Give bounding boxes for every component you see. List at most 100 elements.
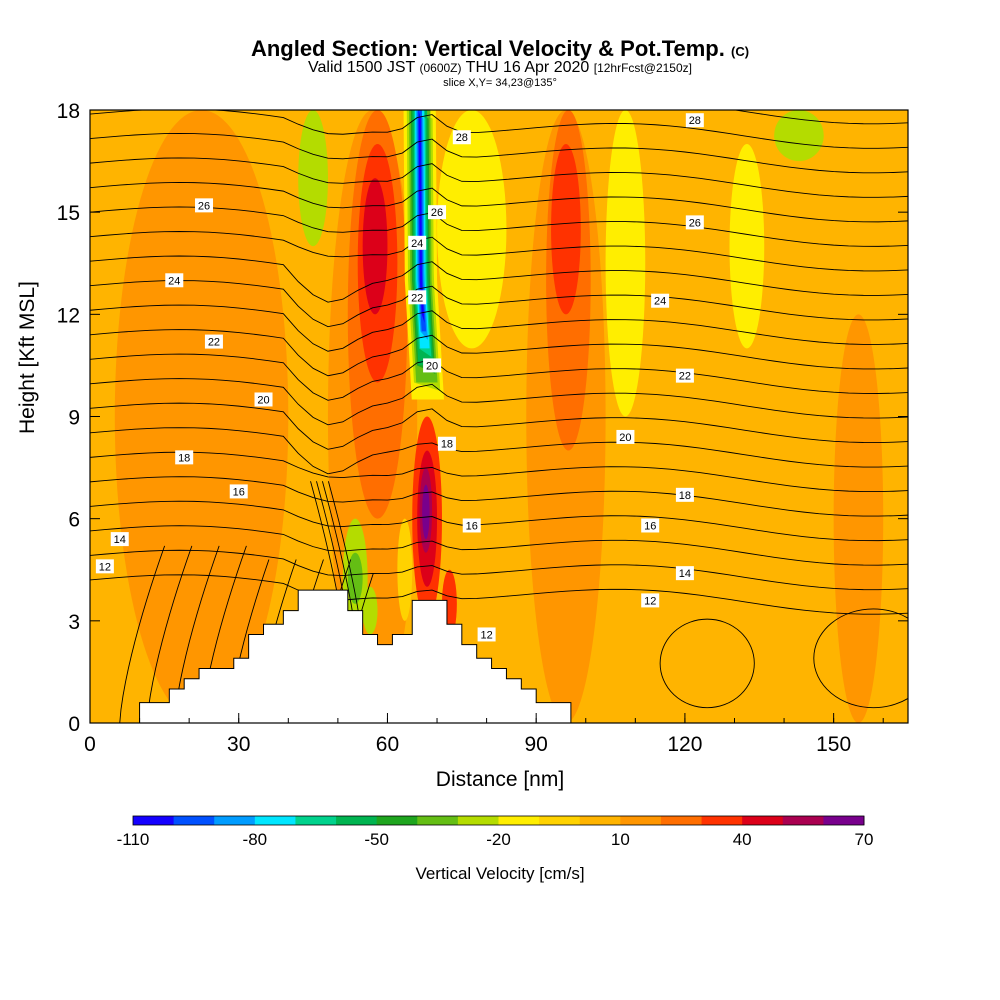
contour-label-bg: [95, 559, 114, 574]
subtitle-forecast: [12hrFcst@2150z]: [593, 61, 692, 75]
contour-label-bg: [685, 113, 704, 128]
contour-label-text: 20: [426, 360, 438, 372]
x-axis-label: Distance [nm]: [435, 768, 565, 791]
contour-label-bg: [408, 290, 427, 305]
downdraft-region: [347, 552, 363, 604]
contour-label-text: 18: [441, 439, 453, 451]
contour-label-text: 22: [679, 371, 691, 383]
colorbar-tick-label: -20: [486, 830, 511, 849]
contour-label-text: 28: [456, 132, 468, 144]
x-tick-label: 60: [376, 733, 399, 756]
contour-label-text: 20: [619, 432, 631, 444]
colorbar-swatch: [823, 816, 865, 825]
chart-subtitle: Valid 1500 JST (0600Z) THU 16 Apr 2020 […: [0, 59, 1000, 77]
colorbar-label: Vertical Velocity [cm/s]: [415, 864, 585, 883]
colorbar-swatch: [742, 816, 784, 825]
contour-label: 26: [195, 198, 214, 213]
contour-labels: 28 28 26 26 26 24 24 24 22 22 22 20 20 20 18 18 18 16 16 16…: [95, 113, 704, 642]
contour-label-text: 14: [679, 568, 691, 580]
y-tick-label: 6: [68, 509, 80, 532]
contour-label-bg: [175, 450, 194, 465]
contour-label-bg: [204, 334, 223, 349]
weak-motion-region: [437, 110, 507, 349]
theta-contour: [146, 545, 193, 723]
contour-label: 28: [452, 130, 471, 145]
contour-label-bg: [428, 205, 447, 220]
slice-label: slice X,Y= 34,23@135°: [443, 77, 557, 89]
downdraft-region: [774, 110, 824, 162]
contour-label: 16: [229, 484, 248, 499]
contour-label: 12: [477, 627, 496, 642]
colorbar-swatch: [133, 816, 175, 825]
contour-label-text: 12: [480, 629, 492, 641]
theta-contour: [90, 255, 908, 303]
colorbar-swatch: [539, 816, 581, 825]
theta-contour: [90, 231, 908, 272]
contour-label-bg: [675, 566, 694, 581]
colorbar-tick-label: 70: [855, 830, 874, 849]
theta-contour: [90, 574, 908, 615]
colorbar-swatch: [498, 816, 540, 825]
contour-label-text: 16: [233, 486, 245, 498]
contour-label-text: 24: [411, 238, 423, 250]
theta-contour: [90, 353, 908, 401]
contour-label-text: 18: [679, 490, 691, 502]
contour-label-bg: [110, 532, 129, 547]
contour-label: 20: [254, 392, 273, 407]
contour-label: 18: [437, 436, 456, 451]
contour-label: 24: [408, 235, 427, 250]
y-axis-label: Height [Kft MSL]: [16, 281, 39, 434]
updraft-region: [362, 178, 388, 315]
contour-label: 18: [675, 487, 694, 502]
contour-label-text: 16: [466, 520, 478, 532]
x-tick-label: 90: [525, 733, 548, 756]
downdraft-region: [362, 586, 378, 635]
contour-label-text: 18: [178, 452, 190, 464]
colorbar: -110 -80 -50 -20 10 40 70: [117, 815, 874, 849]
contour-label-bg: [675, 487, 694, 502]
downdraft-region: [298, 110, 328, 247]
colorbar-tick-label: 10: [611, 830, 630, 849]
subtitle-utc-time: (0600Z): [419, 61, 462, 75]
y-tick-label: 0: [68, 713, 80, 736]
contour-label: 16: [641, 518, 660, 533]
y-tick-label: 9: [68, 407, 80, 430]
theta-contour: [90, 525, 908, 566]
contour-label-bg: [651, 293, 670, 308]
colorbar-swatch: [214, 816, 256, 825]
contour-label: 12: [641, 593, 660, 608]
potential-temperature-contours: [90, 110, 908, 723]
contour-label: 20: [616, 429, 635, 444]
contour-label-bg: [165, 273, 184, 288]
contour-label-text: 22: [208, 337, 220, 349]
y-tick-label: 3: [68, 611, 80, 634]
colorbar-swatch: [254, 816, 296, 825]
contour-label-text: 14: [114, 534, 126, 546]
contour-label-bg: [477, 627, 496, 642]
updraft-region: [114, 110, 289, 723]
colorbar-swatch: [579, 816, 621, 825]
contour-label: 14: [110, 532, 129, 547]
contour-label: 20: [423, 358, 442, 373]
subtitle-valid-time: Valid 1500 JST: [308, 59, 416, 76]
updraft-region: [551, 144, 581, 315]
downdraft-plume: [418, 110, 425, 323]
chart-title-suffix: (C): [731, 44, 750, 59]
updraft-region: [422, 484, 430, 540]
contour-label-text: 26: [689, 217, 701, 229]
theta-contour: [90, 132, 908, 174]
colorbar-swatch: [295, 816, 337, 825]
theta-contour: [90, 500, 908, 542]
colorbar-swatch: [417, 816, 459, 825]
velocity-shading: [114, 110, 884, 723]
contour-label-bg: [675, 368, 694, 383]
colorbar-swatch: [173, 816, 215, 825]
colorbar-tick-label: -110: [117, 830, 150, 849]
contour-label: 28: [685, 113, 704, 128]
contour-label: 22: [675, 368, 694, 383]
theta-contour: [90, 329, 908, 377]
contour-label: 14: [675, 566, 694, 581]
theta-contour: [90, 549, 908, 591]
weak-motion-region: [605, 110, 646, 417]
